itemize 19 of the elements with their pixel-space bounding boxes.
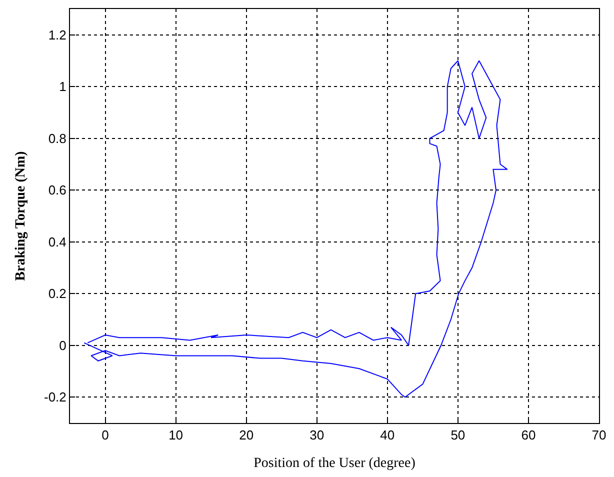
y-axis-title: Braking Torque (Nm) [14, 150, 29, 281]
x-tick-label: 20 [239, 428, 254, 443]
x-tick-label: 70 [592, 428, 606, 443]
x-tick-label: 10 [168, 428, 184, 443]
y-tick-label: 1.2 [48, 27, 66, 42]
y-tick-label: 1 [59, 79, 66, 94]
y-tick-label: 0 [59, 338, 66, 353]
y-tick-label: 0.4 [48, 234, 66, 250]
y-tick-label: 0.2 [48, 286, 66, 302]
x-tick-label: 30 [310, 428, 324, 443]
y-tick-label: 0.6 [48, 182, 66, 198]
x-tick-label: 0 [102, 428, 109, 443]
x-tick-label: 40 [380, 428, 395, 443]
x-axis-title: Position of the User (degree) [254, 456, 416, 471]
line-series [84, 60, 508, 398]
x-tick-label: 60 [521, 428, 536, 443]
y-tick-label: -0.2 [44, 390, 66, 405]
y-tick-label: 0.8 [48, 130, 66, 146]
x-tick-label: 50 [450, 428, 466, 443]
